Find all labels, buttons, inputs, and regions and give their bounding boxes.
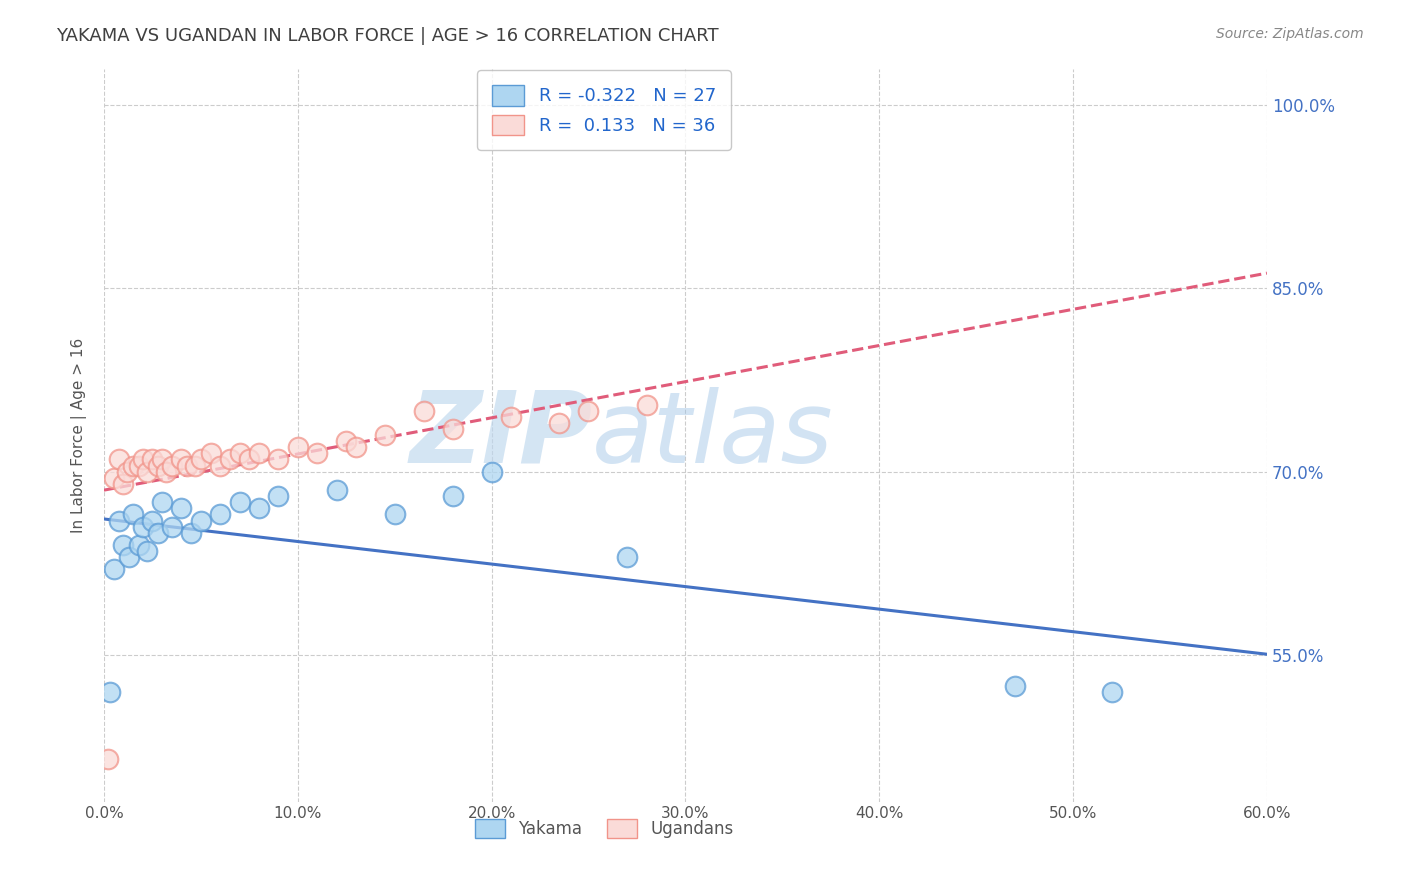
Point [135, 544, 157, 558]
Point [108, 452, 131, 467]
Point [170, 501, 193, 516]
Point [307, 446, 329, 460]
Point [141, 452, 163, 467]
Point [97, 752, 120, 766]
Point [228, 446, 250, 460]
Point [112, 477, 135, 491]
Point [118, 550, 141, 565]
Point [98, 684, 121, 698]
Point [344, 440, 367, 454]
Point [325, 483, 347, 497]
Point [160, 458, 183, 473]
Point [112, 538, 135, 552]
Point [150, 495, 173, 509]
Point [209, 508, 232, 522]
Point [200, 446, 222, 460]
Point [103, 471, 125, 485]
Point [148, 458, 170, 473]
Point [128, 458, 150, 473]
Point [335, 434, 357, 449]
Point [578, 403, 600, 417]
Point [548, 416, 571, 430]
Point [441, 489, 464, 503]
Point [374, 428, 396, 442]
Point [115, 465, 138, 479]
Y-axis label: In Labor Force | Age > 16: In Labor Force | Age > 16 [72, 337, 87, 533]
Point [616, 550, 638, 565]
Point [441, 422, 464, 436]
Point [150, 452, 173, 467]
Point [287, 440, 309, 454]
Point [412, 403, 434, 417]
Point [1101, 684, 1123, 698]
Point [481, 465, 503, 479]
Point [131, 519, 153, 533]
Point [170, 452, 193, 467]
Point [128, 538, 150, 552]
Point [209, 458, 232, 473]
Point [499, 409, 522, 424]
Point [636, 397, 658, 411]
Point [267, 452, 290, 467]
Point [228, 495, 250, 509]
Point [103, 562, 125, 576]
Point [267, 489, 290, 503]
Point [219, 452, 242, 467]
Point [122, 508, 145, 522]
Point [190, 514, 212, 528]
Point [180, 525, 202, 540]
Point [1004, 679, 1026, 693]
Point [238, 452, 260, 467]
Point [148, 525, 170, 540]
Point [247, 446, 270, 460]
Point [190, 452, 212, 467]
Text: ZIP: ZIP [409, 386, 592, 483]
Point [176, 458, 198, 473]
Text: YAKAMA VS UGANDAN IN LABOR FORCE | AGE > 16 CORRELATION CHART: YAKAMA VS UGANDAN IN LABOR FORCE | AGE >… [56, 27, 718, 45]
Point [155, 465, 177, 479]
Point [135, 465, 157, 479]
Point [122, 458, 145, 473]
Point [184, 458, 207, 473]
Point [160, 519, 183, 533]
Point [108, 514, 131, 528]
Point [384, 508, 406, 522]
Point [131, 452, 153, 467]
Text: Source: ZipAtlas.com: Source: ZipAtlas.com [1216, 27, 1364, 41]
Legend: Yakama, Ugandans: Yakama, Ugandans [468, 812, 740, 845]
Point [247, 501, 270, 516]
Point [141, 514, 163, 528]
Text: atlas: atlas [592, 386, 834, 483]
